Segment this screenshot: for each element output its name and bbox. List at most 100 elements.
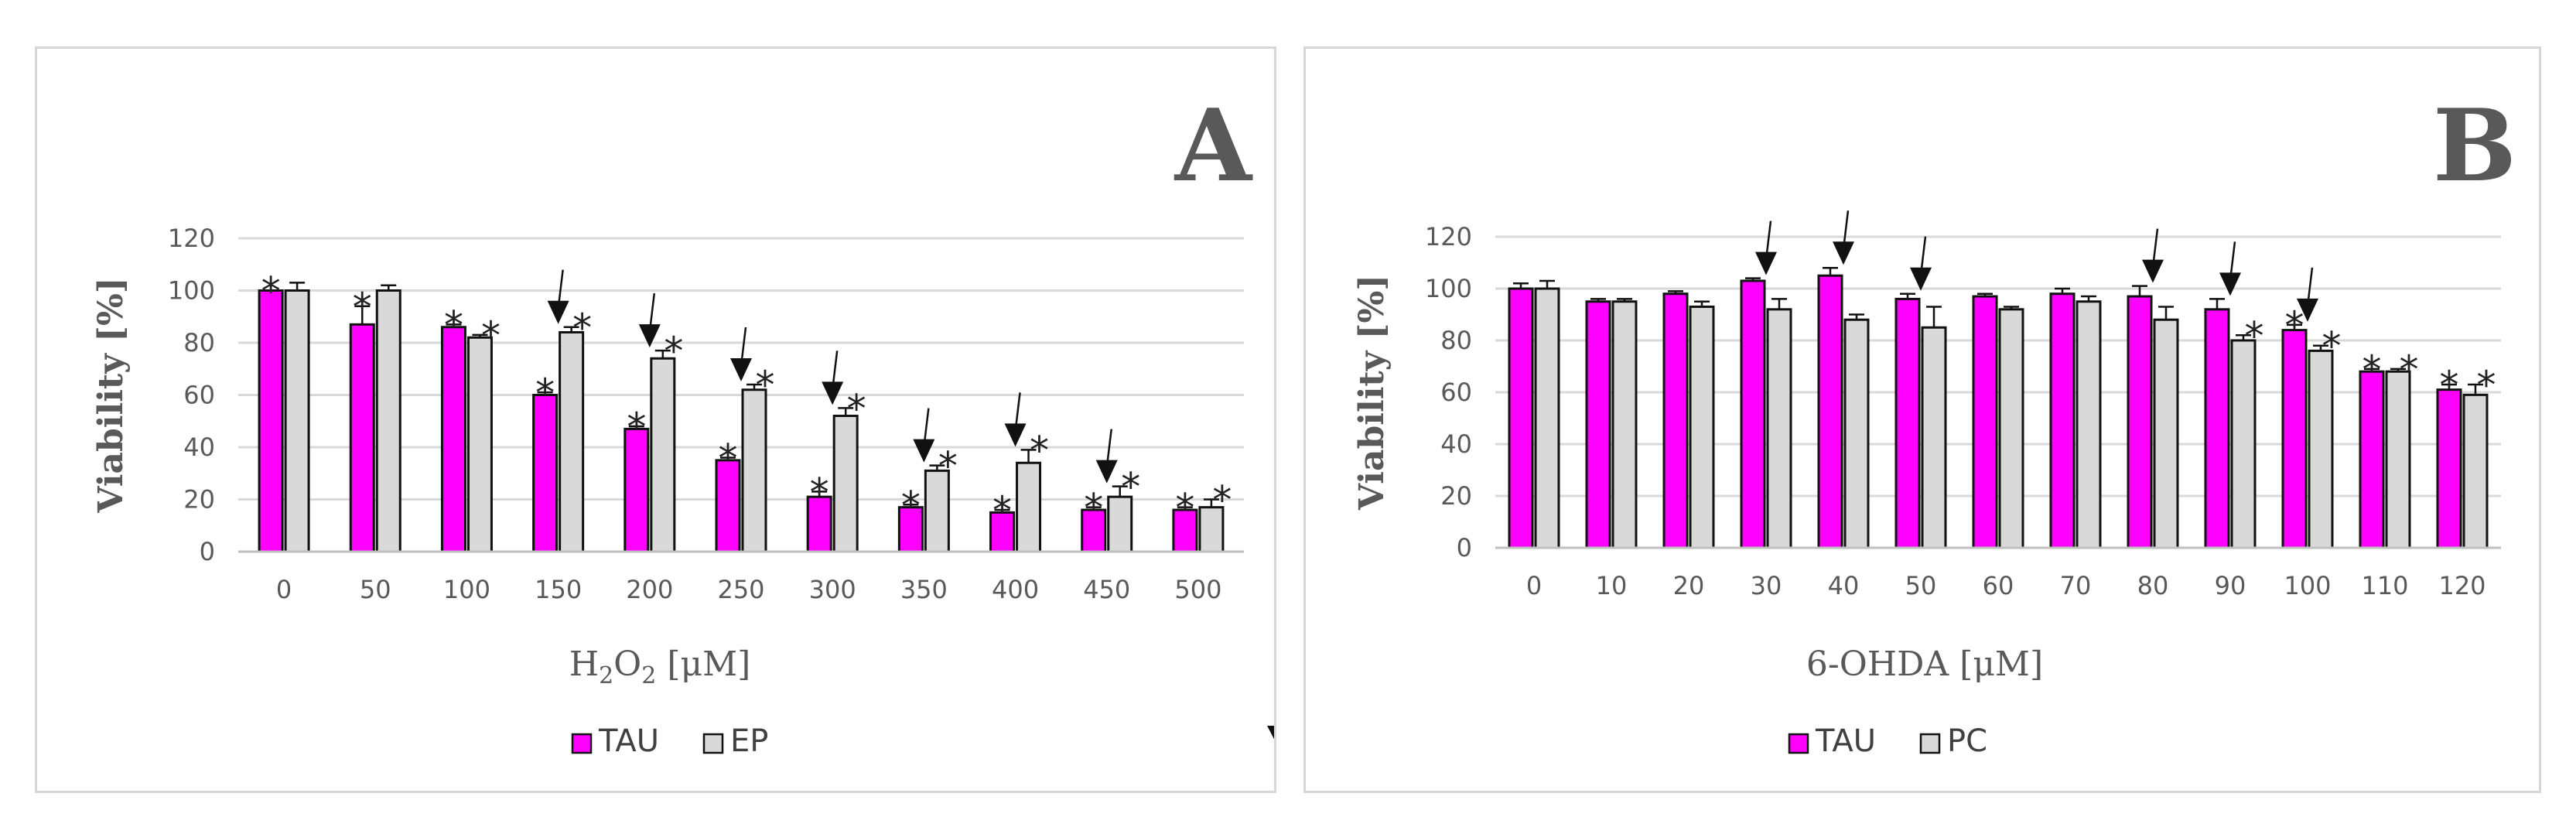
x-tick-label: 90 bbox=[2215, 571, 2246, 600]
y-tick-label: 120 bbox=[1425, 222, 1472, 251]
significance-star: * bbox=[444, 303, 463, 347]
x-tick-label: 450 bbox=[1083, 575, 1130, 604]
significance-star: * bbox=[2285, 303, 2304, 348]
arrow-head bbox=[1910, 267, 1932, 291]
tau-bar bbox=[989, 511, 1016, 553]
pc-bar bbox=[1611, 300, 1638, 549]
legend-label-pc: PC bbox=[1947, 723, 1987, 759]
significance-star: * bbox=[1212, 478, 1232, 523]
pc-bar bbox=[1534, 287, 1560, 549]
y-tick-label: 40 bbox=[183, 433, 215, 462]
chart-panel-b: 0 20 40 60 80 100 120 0 10 20 30 40 50 60 70 80 * 90 * * 100… bbox=[1303, 46, 2541, 793]
pc-bar bbox=[1998, 308, 2024, 549]
x-axis-title-part: O bbox=[613, 644, 641, 684]
arrow-head bbox=[638, 324, 661, 348]
significance-star: * bbox=[810, 470, 829, 515]
significance-star: * bbox=[2322, 324, 2342, 369]
legend-swatch-tau bbox=[1788, 733, 1809, 754]
arrow-head bbox=[1833, 241, 1854, 265]
y-tick-label: 0 bbox=[1457, 533, 1472, 562]
tau-bar bbox=[2436, 388, 2462, 549]
significance-star: * bbox=[2362, 347, 2382, 392]
arrow-head bbox=[1095, 460, 1118, 484]
significance-star: * bbox=[992, 488, 1012, 533]
y-tick-label: 100 bbox=[168, 276, 215, 306]
tau-bar bbox=[532, 394, 559, 553]
x-axis-title-part: 2 bbox=[641, 662, 656, 689]
x-tick-label: 50 bbox=[1905, 571, 1937, 600]
legend-swatch-pc bbox=[1919, 733, 1941, 754]
x-tick-label: 300 bbox=[809, 575, 856, 604]
x-tick-label: 50 bbox=[360, 575, 391, 604]
ep-bar bbox=[832, 415, 859, 553]
x-axis-title-part: H bbox=[569, 644, 599, 684]
corner-marker bbox=[1267, 726, 1274, 740]
y-tick-label: 80 bbox=[183, 328, 215, 357]
pc-bar bbox=[2153, 318, 2179, 549]
tau-bar bbox=[2359, 370, 2385, 549]
y-tick-label: 60 bbox=[183, 381, 215, 410]
y-tick-label: 60 bbox=[1440, 378, 1472, 407]
tau-bar bbox=[349, 323, 375, 553]
tau-bar bbox=[258, 289, 284, 553]
y-tick-label: 120 bbox=[168, 224, 215, 253]
x-tick-label: 120 bbox=[2438, 571, 2485, 600]
legend-label-tau: TAU bbox=[598, 723, 659, 759]
tau-bar bbox=[1508, 287, 1534, 549]
x-tick-label: 350 bbox=[900, 575, 948, 604]
significance-star: * bbox=[901, 483, 921, 528]
significance-star: * bbox=[535, 371, 555, 415]
y-tick-label: 80 bbox=[1440, 326, 1472, 355]
x-tick-label: 0 bbox=[1526, 571, 1542, 600]
tau-bar bbox=[1662, 292, 1689, 549]
ep-bar bbox=[559, 331, 585, 553]
pc-bar bbox=[2230, 339, 2257, 549]
arrow-head bbox=[730, 358, 752, 381]
significance-star: * bbox=[2440, 363, 2459, 408]
significance-star: * bbox=[2477, 363, 2496, 408]
y-tick-label: 100 bbox=[1425, 274, 1472, 303]
arrow-head bbox=[2219, 272, 2241, 296]
y-tick-label: 20 bbox=[1440, 481, 1472, 511]
y-axis-title: Viability [%] bbox=[1352, 275, 1392, 511]
x-axis-title-part: 2 bbox=[599, 662, 613, 689]
tau-bar bbox=[1740, 279, 1766, 549]
significance-star: * bbox=[938, 444, 958, 489]
ep-bar bbox=[375, 289, 401, 553]
ep-bar bbox=[1198, 506, 1225, 553]
significance-star: * bbox=[2400, 347, 2419, 392]
x-tick-label: 100 bbox=[2284, 571, 2331, 600]
x-tick-label: 40 bbox=[1828, 571, 1860, 600]
x-tick-label: 100 bbox=[443, 575, 490, 604]
pc-bar bbox=[2308, 349, 2334, 549]
x-tick-label: 60 bbox=[1983, 571, 2014, 600]
significance-star: * bbox=[481, 313, 501, 358]
arrow-head bbox=[1755, 251, 1777, 275]
significance-star: * bbox=[1030, 428, 1049, 473]
x-axis-title: H2O2 [μM] bbox=[569, 644, 751, 689]
arrow-head bbox=[1004, 423, 1027, 447]
y-axis-title: Viability [%] bbox=[91, 277, 131, 513]
arrow-head bbox=[547, 300, 569, 324]
x-tick-label: 250 bbox=[717, 575, 764, 604]
arrow-head bbox=[2142, 259, 2164, 283]
ep-bar bbox=[284, 289, 310, 553]
significance-star: * bbox=[1121, 465, 1140, 510]
x-tick-label: 200 bbox=[626, 575, 673, 604]
significance-star: * bbox=[847, 386, 866, 431]
x-tick-label: 500 bbox=[1174, 575, 1221, 604]
significance-star: * bbox=[1084, 486, 1103, 531]
chart-b-svg: 0 20 40 60 80 100 120 0 10 20 30 40 50 60 70 80 * 90 * * 100… bbox=[1352, 88, 2516, 759]
x-tick-label: 10 bbox=[1596, 571, 1628, 600]
pc-bar bbox=[1689, 305, 1715, 549]
x-tick-label: 0 bbox=[276, 575, 292, 604]
pc-bar bbox=[2462, 393, 2489, 549]
ep-bar bbox=[466, 336, 493, 553]
x-tick-label: 20 bbox=[1673, 571, 1705, 600]
x-tick-label: 70 bbox=[2060, 571, 2092, 600]
pc-bar bbox=[1843, 318, 1870, 549]
tau-bar bbox=[1817, 274, 1843, 549]
panel-label: A bbox=[1174, 88, 1253, 204]
pc-bar bbox=[1766, 308, 1792, 549]
